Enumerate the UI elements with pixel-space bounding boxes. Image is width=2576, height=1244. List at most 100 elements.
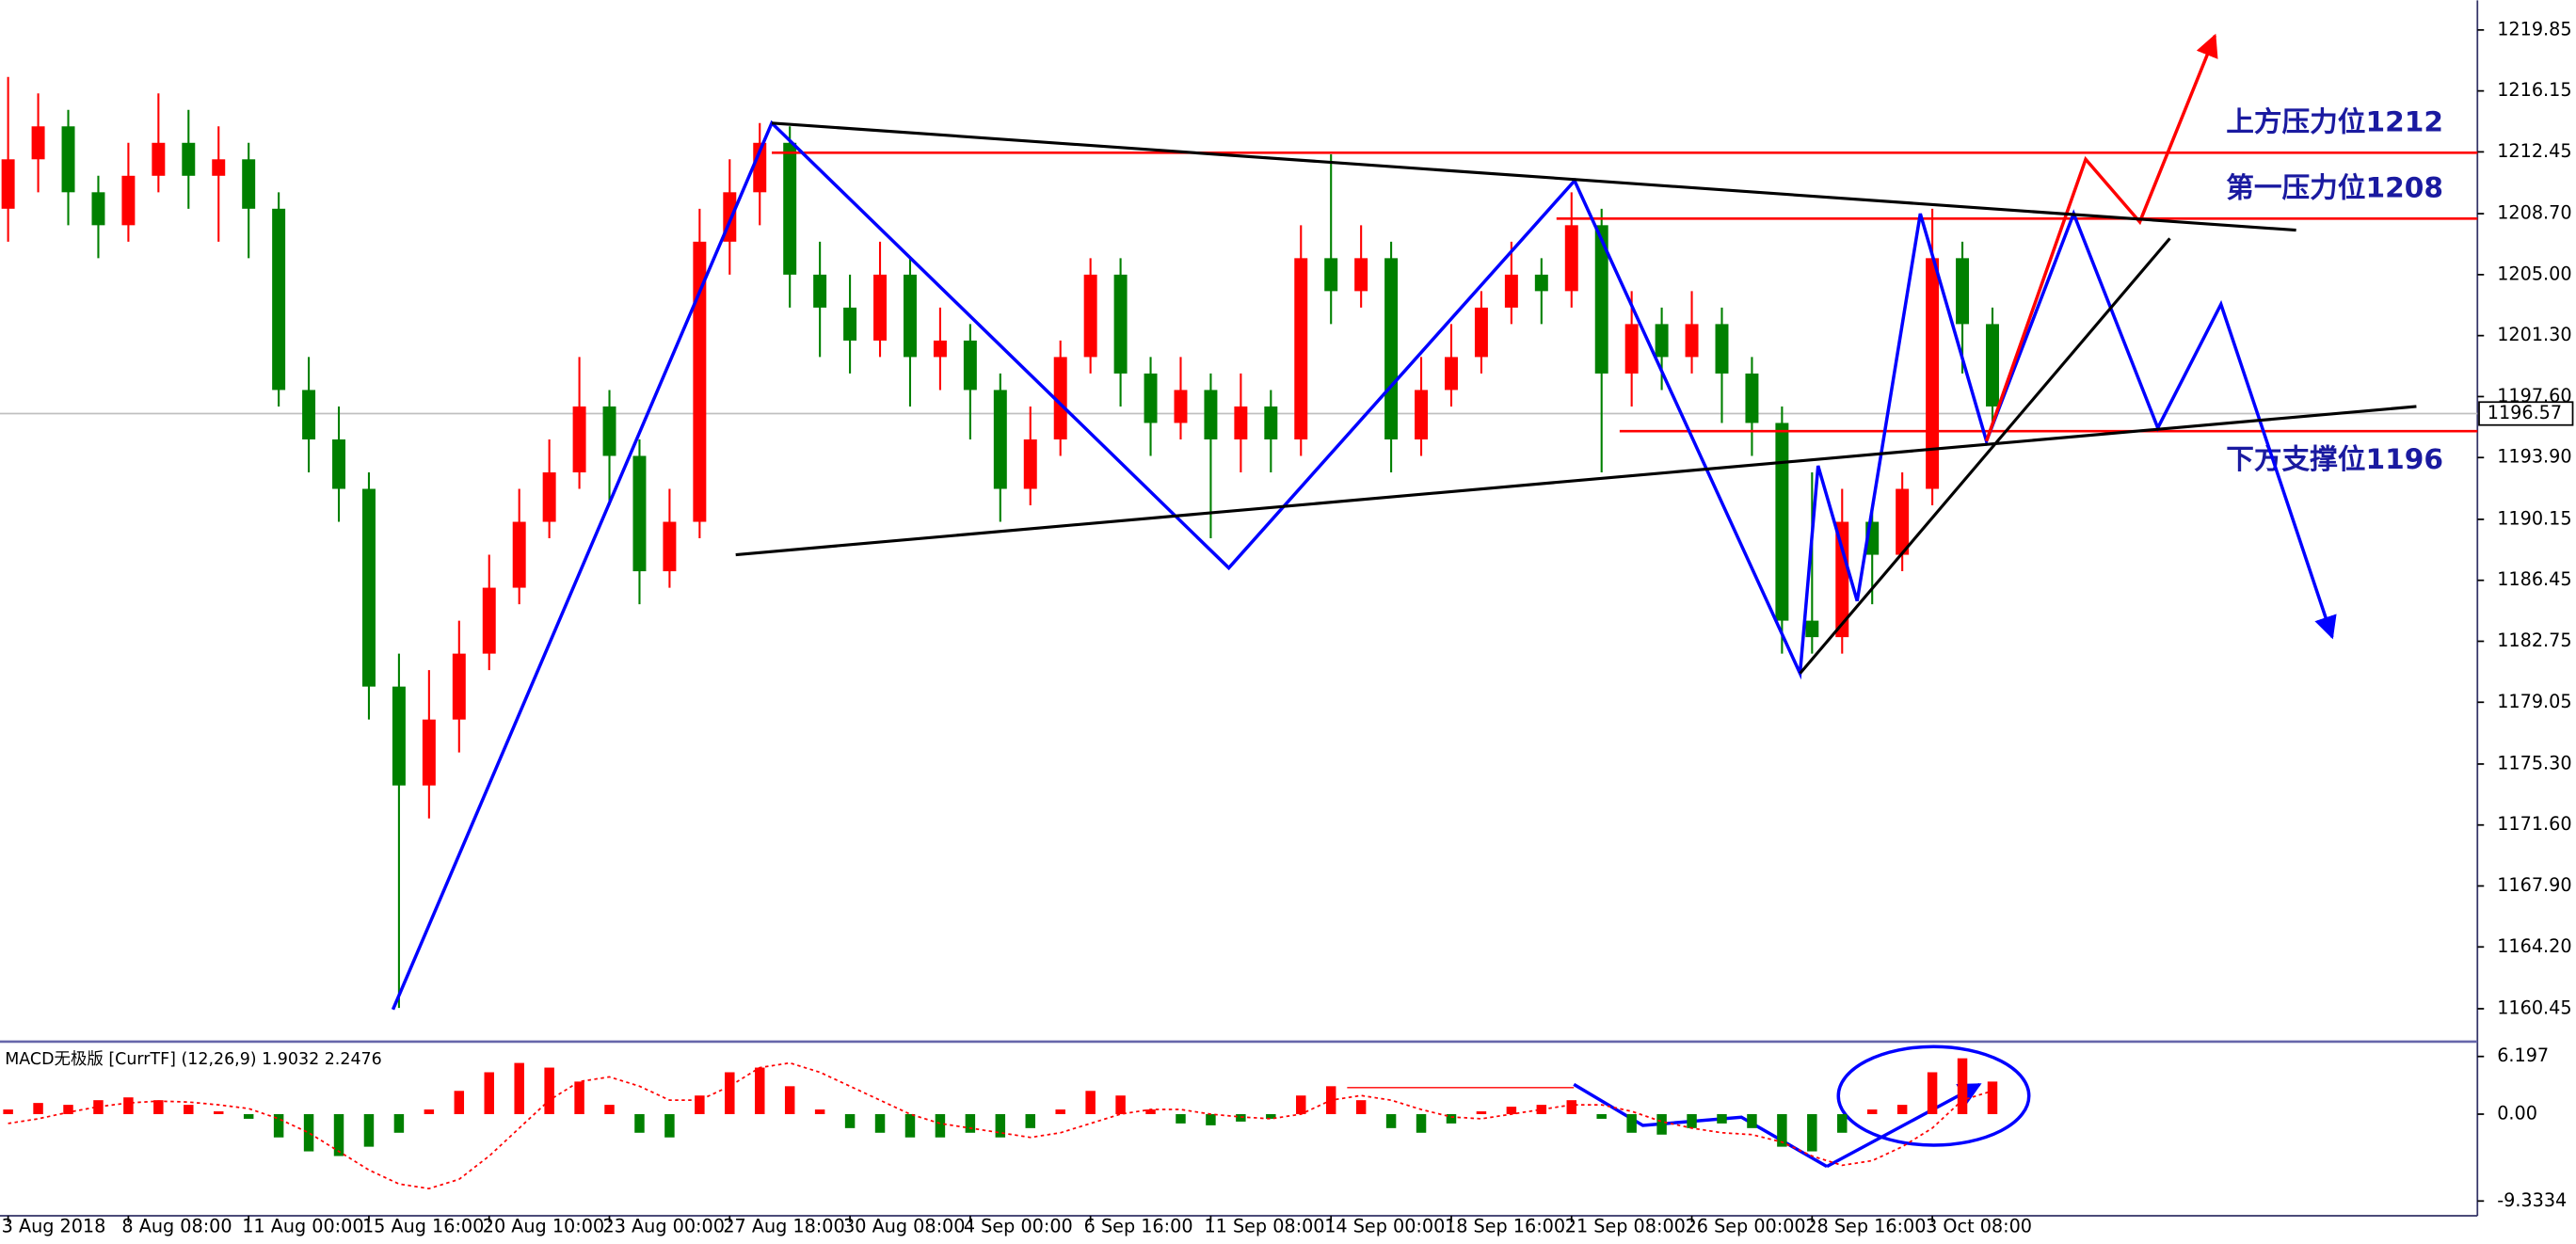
candle-body <box>993 390 1007 489</box>
y-tick-label: 1175.30 <box>2497 752 2571 774</box>
candle-body <box>31 126 45 160</box>
y-tick-label: 1193.90 <box>2497 446 2571 468</box>
trend-drawing <box>1984 33 2218 442</box>
candle-body <box>332 439 346 489</box>
macd-bar <box>1025 1114 1035 1128</box>
y-tick-label: 0.00 <box>2497 1103 2537 1124</box>
macd-bar <box>273 1114 284 1138</box>
macd-bar <box>995 1114 1006 1138</box>
macd-bar <box>1837 1114 1848 1133</box>
x-tick-label: 3 Oct 08:00 <box>1926 1216 2032 1237</box>
candle-body <box>61 126 75 193</box>
candle-body <box>1445 357 1458 391</box>
candle-body <box>1534 274 1548 292</box>
y-tick-label: 1201.30 <box>2497 324 2571 345</box>
macd-bar <box>93 1100 104 1115</box>
candle-body <box>392 686 406 786</box>
candle-body <box>813 274 827 308</box>
macd-bar <box>1055 1109 1065 1115</box>
macd-bar <box>814 1109 825 1115</box>
y-tick-label: 1208.70 <box>2497 202 2571 224</box>
macd-bar <box>184 1105 194 1115</box>
candle-body <box>632 455 647 572</box>
macd-bar <box>1176 1114 1186 1124</box>
x-tick-label: 8 Aug 08:00 <box>121 1216 232 1237</box>
x-tick-label: 14 Sep 00:00 <box>1324 1216 1445 1237</box>
macd-bar <box>1687 1114 1697 1128</box>
candle-body <box>1324 258 1338 292</box>
candle-body <box>482 587 496 654</box>
x-tick-label: 30 Aug 08:00 <box>843 1216 965 1237</box>
macd-bar <box>1807 1114 1817 1152</box>
macd-bar <box>935 1114 946 1138</box>
macd-bar <box>33 1103 43 1115</box>
candle-body <box>1715 324 1729 374</box>
macd-bar <box>544 1067 554 1115</box>
macd-bar <box>1236 1114 1246 1122</box>
y-tick-label: 1205.00 <box>2497 263 2571 284</box>
y-tick-label: 1186.45 <box>2497 568 2571 590</box>
trend-drawing <box>735 405 2417 557</box>
candle-body <box>1023 439 1037 489</box>
candle-body <box>873 274 888 341</box>
candle-body <box>1594 225 1608 374</box>
candle-body <box>422 719 436 786</box>
macd-bar <box>1626 1114 1637 1133</box>
candle-body <box>512 521 526 588</box>
y-tick-label: 6.197 <box>2497 1045 2549 1066</box>
candle-body <box>1896 488 1910 555</box>
macd-bar <box>784 1086 795 1115</box>
candle-body <box>91 192 105 226</box>
candle-body <box>693 241 707 522</box>
macd-bar <box>1085 1091 1096 1115</box>
candle-body <box>903 274 917 358</box>
trend-drawing <box>771 121 2296 232</box>
candle-body <box>1685 324 1699 358</box>
macd-bar <box>1416 1114 1427 1133</box>
macd-bar <box>123 1097 134 1115</box>
macd-bar <box>1957 1058 1968 1115</box>
macd-bar <box>725 1072 735 1115</box>
macd-bar <box>1566 1100 1577 1115</box>
candle-body <box>783 142 797 275</box>
macd-bar <box>1747 1114 1757 1128</box>
x-tick-label: 4 Sep 00:00 <box>964 1216 1073 1237</box>
candle-body <box>1354 258 1368 292</box>
level-label: 下方支撑位1196 <box>2226 442 2443 475</box>
macd-bar <box>965 1114 976 1133</box>
x-tick-label: 15 Aug 16:00 <box>362 1216 484 1237</box>
candle-body <box>1835 521 1849 638</box>
macd-bar <box>664 1114 675 1138</box>
macd-title: MACD无极版 [CurrTF] (12,26,9) 1.9032 2.2476 <box>5 1050 382 1069</box>
candle-body <box>1415 390 1429 439</box>
candle-body <box>121 175 136 226</box>
x-tick-label: 21 Sep 08:00 <box>1565 1216 1686 1237</box>
macd-bar <box>1115 1095 1126 1115</box>
macd-bar <box>424 1109 435 1115</box>
macd-bar <box>844 1114 856 1128</box>
candle-body <box>361 488 376 687</box>
macd-bar <box>1296 1095 1306 1115</box>
macd-bar <box>1927 1072 1938 1115</box>
candle-body <box>542 471 556 522</box>
candle-body <box>1956 258 1970 325</box>
macd-bar <box>1506 1107 1517 1115</box>
macd-highlight <box>1836 1045 2031 1147</box>
y-tick-label: 1182.75 <box>2497 630 2571 651</box>
candle-body <box>1986 324 1999 407</box>
macd-bar <box>153 1100 164 1115</box>
macd-bar <box>393 1114 405 1133</box>
candle-body <box>1113 274 1128 374</box>
candle-body <box>152 142 166 176</box>
candle-body <box>963 340 977 391</box>
candle-body <box>1 159 15 209</box>
candle-body <box>452 653 466 720</box>
x-tick-label: 6 Sep 16:00 <box>1084 1216 1193 1237</box>
macd-bar <box>3 1109 13 1115</box>
level-label: 上方压力位1212 <box>2226 104 2443 137</box>
candle-body <box>1624 324 1639 374</box>
candle-body <box>1926 258 1940 489</box>
candle-body <box>1234 406 1248 439</box>
macd-bar <box>214 1111 224 1115</box>
candle-body <box>1474 307 1488 358</box>
